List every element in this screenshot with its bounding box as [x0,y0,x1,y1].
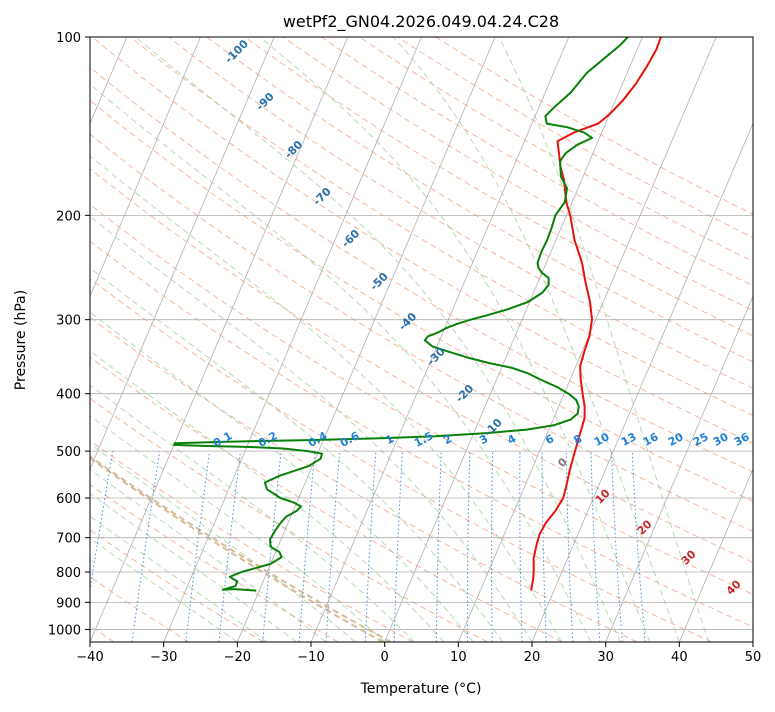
x-tick-label: 30 [597,650,614,665]
x-axis-label: Temperature (°C) [360,681,482,697]
x-tick-label: 50 [745,650,762,665]
x-tick-label: 0 [381,650,389,665]
x-tick-label: 40 [671,650,688,665]
y-tick-label: 300 [56,314,81,329]
y-tick-label: 1000 [48,623,81,638]
x-tick-label: −10 [297,650,324,665]
y-tick-label: 800 [56,566,81,581]
y-tick-label: 100 [56,31,81,46]
y-axis-label: Pressure (hPa) [13,290,29,390]
y-tick-label: 900 [56,596,81,611]
x-tick-label: −30 [150,650,177,665]
y-tick-label: 600 [56,492,81,507]
x-tick-label: −40 [76,650,103,665]
y-tick-label: 200 [56,209,81,224]
x-tick-label: 20 [524,650,541,665]
y-tick-label: 400 [56,388,81,403]
y-tick-label: 500 [56,445,81,460]
chart-title: wetPf2_GN04.2026.049.04.24.C28 [283,12,559,32]
y-tick-label: 700 [56,532,81,547]
x-tick-label: −20 [224,650,251,665]
x-tick-label: 10 [450,650,467,665]
